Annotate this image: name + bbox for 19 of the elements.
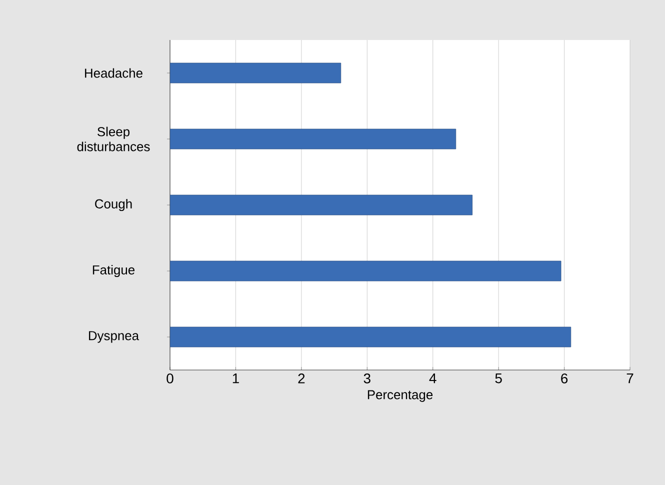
bar	[170, 260, 562, 282]
x-tick-label: 2	[298, 374, 305, 384]
x-tick-label: 3	[364, 374, 370, 384]
x-tick-label: 5	[495, 374, 502, 384]
bar	[170, 326, 572, 348]
y-tick-label: Dyspnea	[88, 331, 140, 343]
y-tick-label: Headache	[85, 68, 142, 78]
x-tick-label: 7	[626, 374, 634, 384]
x-axis-title: Percentage	[368, 390, 433, 402]
bar	[170, 194, 472, 216]
x-tick-label: 6	[561, 374, 568, 384]
y-tick-label: Fatigue	[92, 264, 135, 278]
x-tick-label: 1	[232, 374, 239, 384]
x-tick-label: 0	[166, 374, 174, 384]
bar	[170, 128, 456, 150]
y-tick-label: Sleep disturbances	[77, 126, 150, 152]
x-tick-label: 4	[429, 374, 436, 384]
bar	[170, 62, 342, 84]
y-tick-label: Cough	[95, 198, 132, 212]
